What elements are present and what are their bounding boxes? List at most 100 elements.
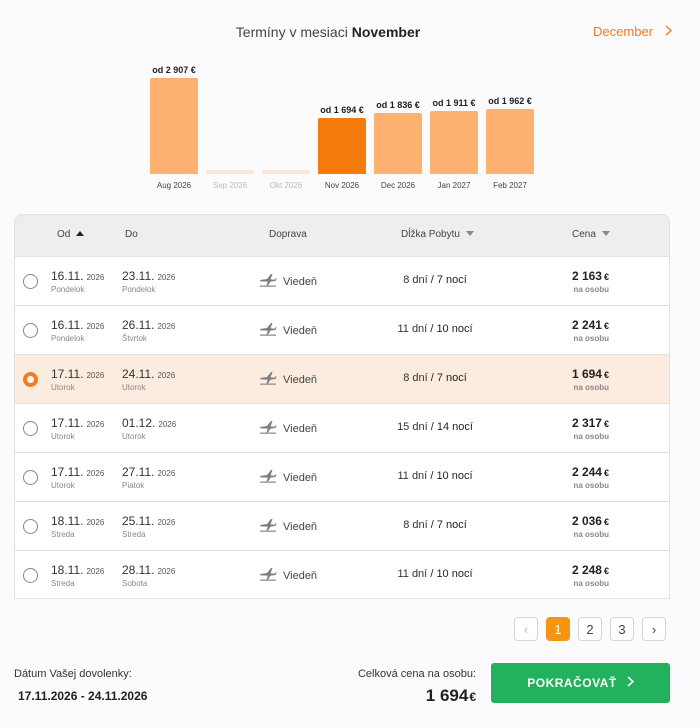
- sort-desc-icon: [465, 231, 474, 236]
- row-radio[interactable]: [23, 421, 38, 436]
- page-button-1[interactable]: 1: [546, 617, 570, 641]
- chart-bar[interactable]: [374, 113, 422, 174]
- transport: Viedeň: [259, 322, 317, 339]
- table-row[interactable]: 17.11. 2026 Utorok 27.11. 2026 Piatok Viedeň 11…: [14, 452, 670, 501]
- from-date: 17.11. 2026: [51, 367, 104, 381]
- to-date: 24.11. 2026: [122, 367, 175, 381]
- header-transport: Doprava: [269, 229, 307, 240]
- table-row[interactable]: 17.11. 2026 Utorok 01.12. 2026 Utorok Viedeň 15…: [14, 403, 670, 452]
- prev-page-button[interactable]: ‹: [514, 617, 538, 641]
- table-row[interactable]: 18.11. 2026 Streda 25.11. 2026 Streda Viedeň 8 …: [14, 501, 670, 550]
- chart-column: Okt 2026: [262, 60, 310, 192]
- row-price: 2 163 €: [535, 269, 609, 283]
- page-button-2[interactable]: 2: [578, 617, 602, 641]
- row-price-value: 2 036: [571, 514, 602, 528]
- row-price-value: 2 248: [571, 563, 602, 577]
- from-date: 16.11. 2026: [51, 318, 104, 332]
- plane-landing-icon: [259, 420, 277, 437]
- bar-month-label: Okt 2026: [269, 181, 303, 190]
- plane-landing-icon: [259, 322, 277, 339]
- to-date: 27.11. 2026: [122, 465, 175, 479]
- stay-days: 15 dní: [397, 421, 428, 433]
- stay-nights: 10 nocí: [436, 470, 473, 482]
- row-radio[interactable]: [23, 470, 38, 485]
- stay-nights: 10 nocí: [436, 323, 473, 335]
- stay-length: 11 dní / 10 nocí: [365, 323, 505, 335]
- continue-button-label: POKRAČOVAŤ: [527, 676, 617, 690]
- to-date-value: 25.11.: [122, 514, 155, 528]
- sort-stay-header[interactable]: Dĺžka Pobytu: [401, 229, 474, 240]
- row-radio[interactable]: [23, 568, 38, 583]
- bar-data-label: od 2 907 €: [152, 65, 196, 75]
- chart-bar: [262, 170, 310, 174]
- from-day: Utorok: [51, 432, 75, 441]
- to-date-value: 28.11.: [122, 563, 155, 577]
- row-radio[interactable]: [23, 519, 38, 534]
- from-date-value: 18.11.: [51, 563, 84, 577]
- chart-bar[interactable]: [150, 78, 198, 174]
- table-row[interactable]: 17.11. 2026 Utorok 24.11. 2026 Utorok Viedeň 8 …: [14, 354, 670, 403]
- from-day: Pondelok: [51, 285, 85, 294]
- to-year: 2026: [157, 567, 176, 576]
- table-row[interactable]: 18.11. 2026 Streda 28.11. 2026 Sobota Viedeň 11…: [14, 550, 670, 599]
- from-day: Streda: [51, 579, 75, 588]
- row-radio[interactable]: [23, 323, 38, 338]
- transport: Viedeň: [259, 567, 317, 584]
- from-date: 18.11. 2026: [51, 563, 104, 577]
- next-month-link[interactable]: December: [593, 24, 673, 39]
- row-price-value: 2 244: [571, 465, 602, 479]
- from-year: 2026: [86, 469, 105, 478]
- row-radio[interactable]: [23, 372, 38, 387]
- bar-month-label: Jan 2027: [437, 181, 471, 190]
- table-row[interactable]: 16.11. 2026 Pondelok 26.11. 2026 Štvrtok Viede…: [14, 305, 670, 354]
- to-date-value: 26.11.: [122, 318, 155, 332]
- stay-days: 11 dní: [397, 323, 428, 335]
- to-date-value: 23.11.: [122, 269, 155, 283]
- to-day: Utorok: [122, 383, 146, 392]
- from-date-value: 16.11.: [51, 269, 84, 283]
- chart-bar[interactable]: [318, 118, 366, 174]
- row-price-currency: €: [603, 419, 609, 429]
- bar-month-label: Nov 2026: [324, 181, 360, 190]
- row-radio[interactable]: [23, 274, 38, 289]
- transport: Viedeň: [259, 371, 317, 388]
- to-day: Utorok: [122, 432, 146, 441]
- stay-days: 8 dní: [403, 519, 428, 531]
- table-header: Od Do Doprava Dĺžka Pobytu Cena: [14, 214, 670, 256]
- row-price: 2 248 €: [535, 563, 609, 577]
- from-year: 2026: [86, 322, 105, 331]
- bar-month-label: Aug 2026: [156, 181, 192, 190]
- to-year: 2026: [157, 273, 176, 282]
- total-price-value: 1 694: [425, 686, 469, 705]
- month-heading: Termíny v mesiaci November: [0, 24, 656, 40]
- chart-bar[interactable]: [430, 111, 478, 174]
- stay-nights: 10 nocí: [436, 568, 473, 580]
- next-page-button[interactable]: ›: [642, 617, 666, 641]
- table-row[interactable]: 16.11. 2026 Pondelok 23.11. 2026 Pondelok Vied…: [14, 256, 670, 305]
- sort-price-header[interactable]: Cena: [572, 229, 610, 240]
- sort-from-header[interactable]: Od: [57, 229, 85, 240]
- to-year: 2026: [157, 518, 176, 527]
- sort-asc-icon: [76, 231, 85, 236]
- total-price-currency: €: [469, 690, 476, 704]
- row-price-currency: €: [603, 272, 609, 282]
- transport: Viedeň: [259, 273, 317, 290]
- per-person-label: na osobu: [573, 285, 609, 294]
- to-day: Pondelok: [122, 285, 156, 294]
- to-date-value: 24.11.: [122, 367, 155, 381]
- per-person-label: na osobu: [573, 432, 609, 441]
- bar-data-label: od 1 911 €: [432, 98, 476, 108]
- row-price-value: 2 317: [571, 416, 602, 430]
- row-price-currency: €: [603, 517, 609, 527]
- stay-days: 8 dní: [403, 274, 428, 286]
- row-price: 1 694 €: [535, 367, 609, 381]
- page-button-3[interactable]: 3: [610, 617, 634, 641]
- from-date-value: 17.11.: [51, 367, 84, 381]
- from-year: 2026: [86, 371, 105, 380]
- transport-city: Viedeň: [283, 520, 318, 533]
- continue-button[interactable]: POKRAČOVAŤ: [491, 663, 670, 703]
- to-year: 2026: [157, 371, 176, 380]
- chart-bar[interactable]: [486, 109, 534, 174]
- chevron-right-icon: [627, 676, 634, 690]
- from-day: Utorok: [51, 481, 75, 490]
